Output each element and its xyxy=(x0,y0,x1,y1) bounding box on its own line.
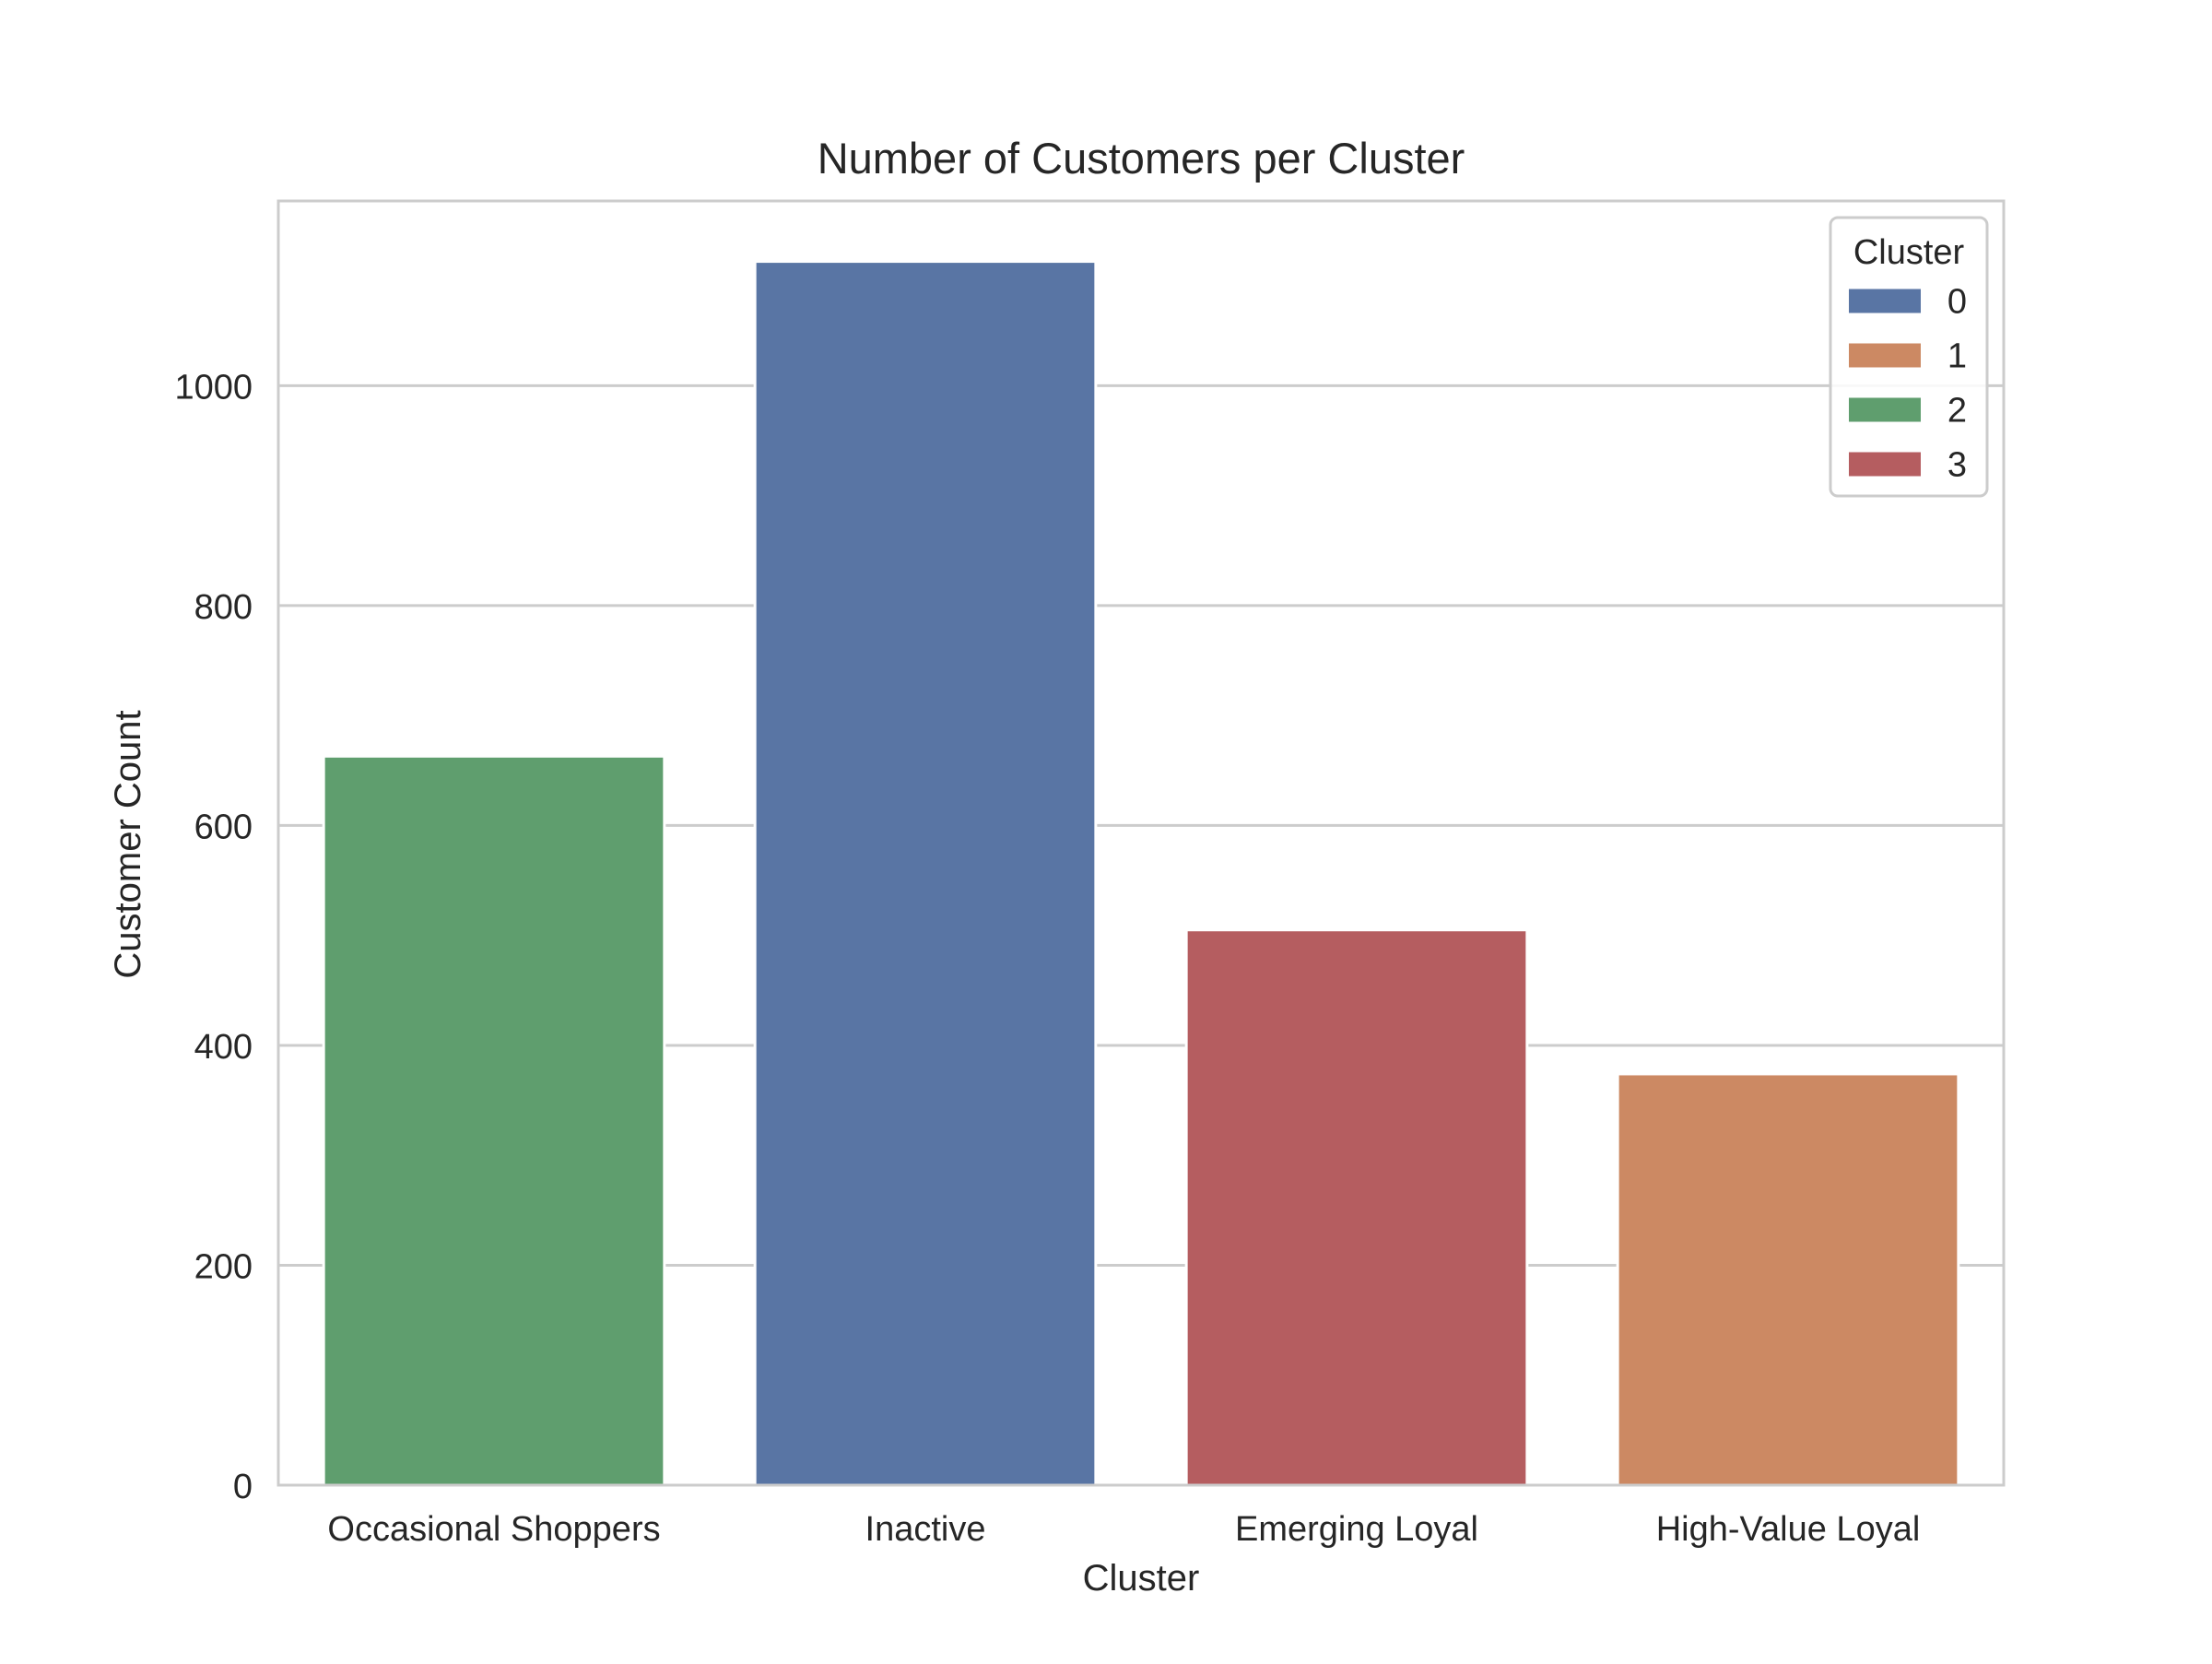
y-tick-labels: 0 200 400 600 800 1000 xyxy=(174,368,253,1506)
legend-swatch xyxy=(1849,452,1921,477)
bars xyxy=(322,260,1960,1487)
x-axis-label: Cluster xyxy=(1083,1558,1200,1599)
y-tick-label: 0 xyxy=(233,1468,253,1506)
y-axis-label: Customer Count xyxy=(108,710,148,978)
legend-label: 3 xyxy=(1947,446,1967,485)
y-tick-label: 1000 xyxy=(174,368,253,407)
legend-swatch xyxy=(1849,397,1921,422)
legend-label: 2 xyxy=(1947,392,1967,431)
y-tick-label: 800 xyxy=(194,588,253,627)
y-tick-label: 200 xyxy=(194,1247,253,1286)
x-tick-labels: Occasional Shoppers Inactive Emerging Loya… xyxy=(327,1510,1920,1549)
legend-label: 1 xyxy=(1947,337,1967,376)
legend-label: 0 xyxy=(1947,283,1967,322)
legend-swatch xyxy=(1849,343,1921,368)
plot-frame xyxy=(276,199,2006,1487)
x-tick-label: Emerging Loyal xyxy=(1235,1510,1478,1549)
bar xyxy=(1184,928,1529,1487)
legend: Cluster 0 1 2 3 xyxy=(1829,216,1989,498)
x-tick-label: Inactive xyxy=(865,1510,986,1549)
legend-swatch xyxy=(1849,289,1921,313)
bar xyxy=(753,260,1098,1487)
bar xyxy=(1616,1072,1960,1487)
y-tick-label: 400 xyxy=(194,1028,253,1067)
bar xyxy=(322,754,666,1487)
x-tick-label: Occasional Shoppers xyxy=(327,1510,660,1549)
y-tick-label: 600 xyxy=(194,808,253,846)
chart-title: Number of Customers per Cluster xyxy=(818,134,1465,183)
x-tick-label: High-Value Loyal xyxy=(1656,1510,1921,1549)
legend-title: Cluster xyxy=(1853,233,1965,272)
